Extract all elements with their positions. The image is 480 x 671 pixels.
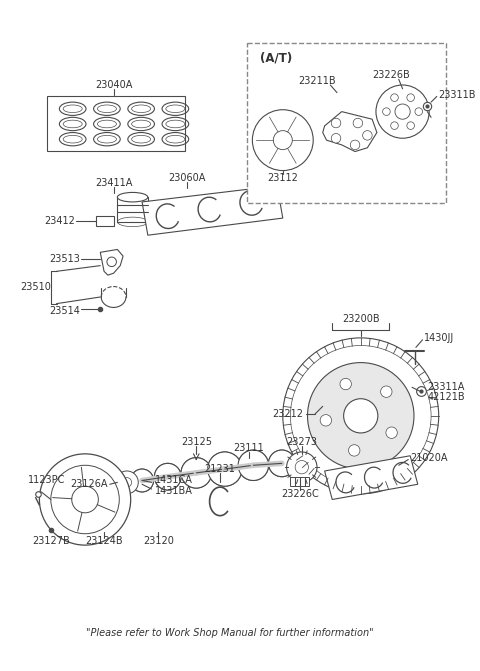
Circle shape — [107, 257, 117, 266]
Circle shape — [415, 108, 422, 115]
Text: 1431BA: 1431BA — [156, 486, 193, 496]
Text: 23127B: 23127B — [32, 536, 70, 546]
Bar — [47, 97, 185, 150]
Text: 23120: 23120 — [143, 536, 174, 546]
Text: 23200B: 23200B — [342, 314, 380, 324]
Bar — [290, 476, 310, 486]
Text: 23125: 23125 — [181, 437, 212, 448]
Text: 21231: 21231 — [204, 464, 236, 474]
Bar — [96, 216, 114, 225]
Text: 1431CA: 1431CA — [156, 476, 193, 486]
Circle shape — [155, 464, 181, 490]
Text: 1430JJ: 1430JJ — [424, 333, 455, 343]
Circle shape — [268, 450, 295, 476]
Circle shape — [344, 399, 378, 433]
Text: 42121B: 42121B — [427, 392, 465, 402]
Circle shape — [181, 458, 212, 488]
Circle shape — [376, 85, 429, 138]
Text: 23111: 23111 — [233, 443, 264, 453]
Polygon shape — [323, 111, 377, 152]
Circle shape — [386, 427, 397, 438]
Circle shape — [350, 140, 360, 150]
Circle shape — [208, 452, 242, 486]
Text: 23273: 23273 — [286, 437, 317, 448]
Circle shape — [391, 94, 398, 101]
Circle shape — [331, 118, 341, 127]
Bar — [247, 43, 446, 203]
Text: 23510: 23510 — [21, 282, 51, 293]
Circle shape — [308, 362, 414, 469]
Circle shape — [381, 386, 392, 397]
Circle shape — [238, 450, 268, 480]
Text: 1123PC: 1123PC — [28, 476, 65, 486]
Polygon shape — [142, 186, 283, 236]
Circle shape — [340, 378, 351, 390]
Text: 23226C: 23226C — [281, 488, 319, 499]
Text: 23112: 23112 — [267, 173, 298, 183]
Circle shape — [395, 104, 410, 119]
Text: 21020A: 21020A — [410, 453, 448, 463]
Circle shape — [208, 452, 242, 486]
Circle shape — [353, 118, 363, 127]
Circle shape — [320, 415, 332, 426]
Text: 23212: 23212 — [273, 409, 304, 419]
Circle shape — [72, 486, 98, 513]
Circle shape — [131, 469, 154, 492]
Text: 23513: 23513 — [49, 254, 80, 264]
Text: 23411A: 23411A — [95, 178, 132, 188]
Circle shape — [363, 131, 372, 140]
Circle shape — [181, 458, 212, 488]
Text: 23514: 23514 — [49, 306, 80, 316]
Text: 23211B: 23211B — [298, 76, 336, 86]
Text: 23124B: 23124B — [85, 536, 123, 546]
Circle shape — [122, 478, 132, 487]
Text: "Please refer to Work Shop Manual for further information": "Please refer to Work Shop Manual for fu… — [86, 627, 373, 637]
Circle shape — [155, 464, 181, 490]
Circle shape — [287, 452, 317, 482]
Polygon shape — [100, 250, 123, 275]
Circle shape — [348, 445, 360, 456]
Text: (A/T): (A/T) — [260, 52, 292, 65]
Circle shape — [407, 122, 414, 130]
Polygon shape — [324, 456, 418, 499]
Circle shape — [39, 454, 131, 545]
Ellipse shape — [118, 193, 148, 202]
Circle shape — [273, 131, 292, 150]
Circle shape — [283, 338, 439, 494]
Circle shape — [268, 450, 295, 476]
Circle shape — [407, 94, 414, 101]
Circle shape — [295, 460, 309, 474]
Text: 23126A: 23126A — [71, 479, 108, 489]
Circle shape — [51, 465, 119, 533]
Circle shape — [391, 122, 398, 130]
Text: 23060A: 23060A — [168, 173, 205, 183]
Text: 23311A: 23311A — [427, 382, 465, 393]
Circle shape — [131, 469, 154, 492]
Text: 23311B: 23311B — [439, 89, 476, 99]
Text: 23226B: 23226B — [372, 70, 410, 81]
Circle shape — [116, 471, 138, 494]
Circle shape — [383, 108, 390, 115]
Circle shape — [238, 450, 268, 480]
Circle shape — [331, 134, 341, 143]
Bar — [118, 197, 148, 222]
Circle shape — [252, 110, 313, 170]
Text: 23040A: 23040A — [95, 80, 132, 90]
Text: 23412: 23412 — [45, 216, 75, 226]
